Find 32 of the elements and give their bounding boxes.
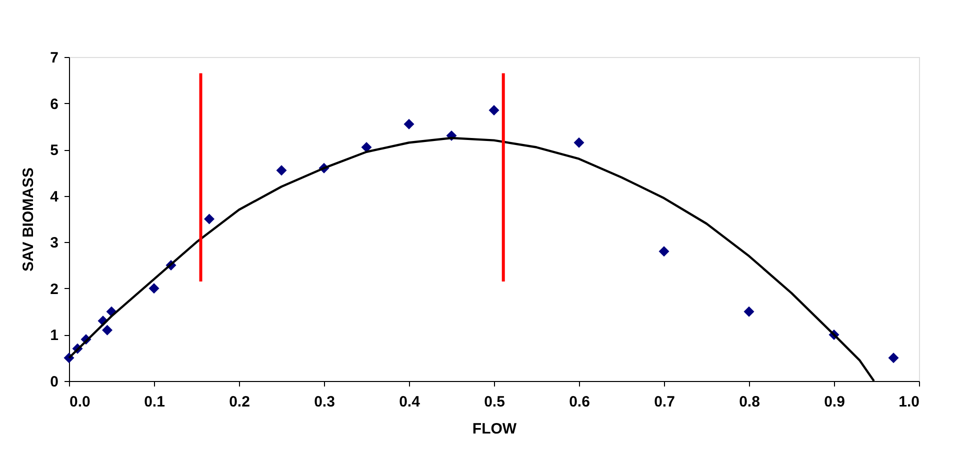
y-tick-label: 6: [50, 96, 58, 113]
y-tick-label: 0: [50, 374, 58, 390]
y-tick-label: 1: [50, 327, 58, 344]
point: [658, 246, 670, 257]
point: [204, 214, 214, 224]
x-axis-title: FLOW: [472, 420, 518, 438]
x-tick-label: 0.5: [484, 394, 505, 410]
x-tick-label: 0.0: [70, 394, 90, 410]
x-tick-label: 0.2: [229, 394, 250, 410]
point: [361, 142, 372, 152]
point: [888, 352, 899, 364]
x-tick-label: 0.3: [314, 394, 335, 410]
point: [488, 104, 500, 116]
x-tick-label: 0.8: [739, 394, 760, 410]
x-tick-label: 0.1: [144, 394, 165, 410]
point: [102, 324, 112, 336]
point: [148, 283, 160, 294]
y-axis-title: SAV BIOMASS: [20, 168, 38, 272]
x-tick-label: 0.4: [399, 394, 421, 410]
x-tick-label: 0.9: [824, 394, 845, 410]
y-tick-label: 4: [50, 188, 60, 206]
y-tick-label: 2: [50, 280, 58, 298]
point: [574, 137, 584, 148]
x-tick-label: 0.7: [654, 394, 675, 410]
y-tick-label: 7: [50, 50, 58, 66]
point: [276, 165, 287, 176]
x-tick-label: 0.6: [569, 394, 590, 410]
x-tick-label: 1.0: [898, 394, 920, 410]
point: [404, 118, 414, 130]
point: [744, 306, 754, 317]
y-tick-label: 3: [50, 234, 58, 252]
y-tick-label: 5: [50, 142, 58, 160]
